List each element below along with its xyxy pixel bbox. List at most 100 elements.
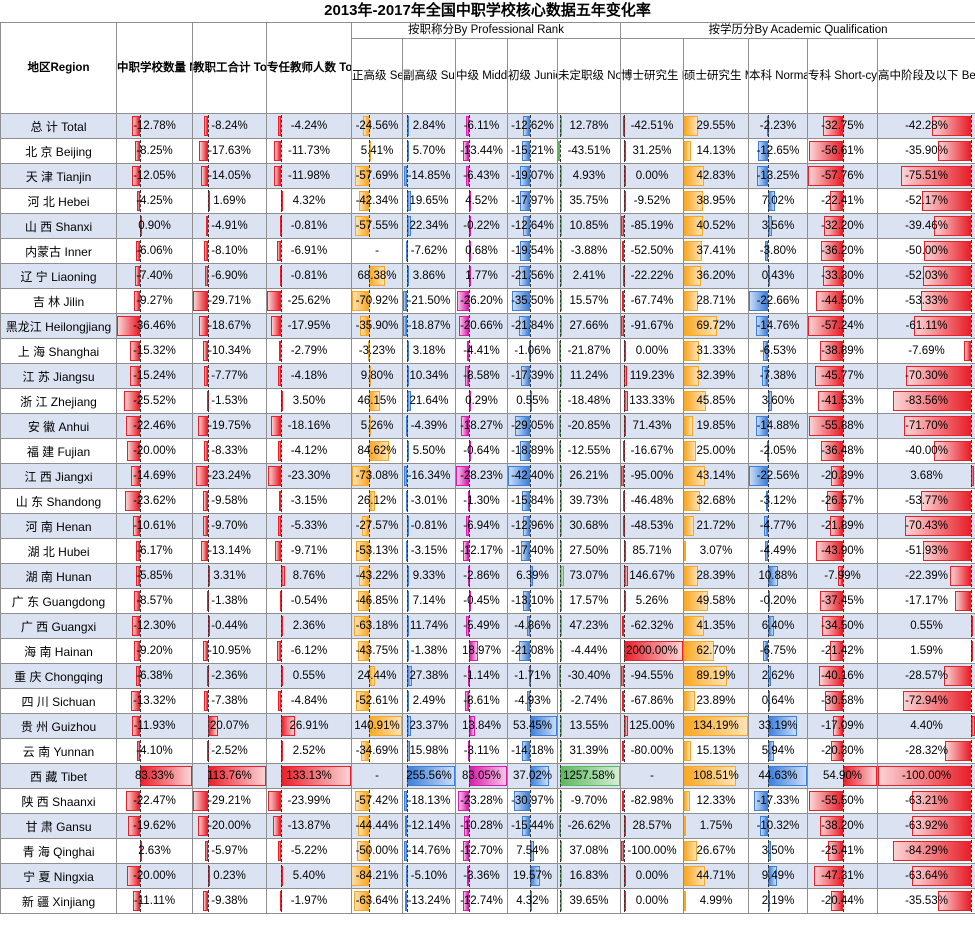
staff-cell: -10.34% bbox=[192, 338, 267, 364]
subsenior-value: -14.76% bbox=[407, 845, 451, 857]
data-bar bbox=[355, 166, 369, 186]
staff-value: -4.91% bbox=[211, 220, 248, 232]
doctor-value: 31.25% bbox=[632, 145, 672, 157]
below-cell: -63.21% bbox=[876, 788, 975, 814]
doctor-value: -62.32% bbox=[630, 620, 674, 632]
data-bar bbox=[814, 866, 844, 886]
below-value: -63.64% bbox=[905, 870, 948, 882]
teachers-value: -11.73% bbox=[288, 145, 330, 157]
zero-axis bbox=[529, 465, 531, 487]
middle-value: -5.49% bbox=[463, 620, 500, 632]
subsenior-value: -18.87% bbox=[407, 320, 451, 332]
junior-value: -12.62% bbox=[511, 120, 554, 132]
data-bar bbox=[684, 816, 686, 836]
data-bar bbox=[358, 566, 369, 586]
zero-axis bbox=[208, 515, 210, 537]
zero-axis bbox=[139, 465, 141, 487]
normal-cell: -4.77% bbox=[748, 513, 808, 539]
senior-value: 84.62% bbox=[357, 445, 397, 457]
master-value: 19.85% bbox=[696, 420, 736, 432]
subsenior-value: -3.01% bbox=[410, 495, 448, 507]
region-cell: 湖 南 Hunan bbox=[0, 563, 117, 589]
zero-axis bbox=[529, 240, 531, 262]
zero-axis bbox=[208, 215, 210, 237]
doctor-value: -91.67% bbox=[630, 320, 674, 332]
zero-axis bbox=[529, 140, 531, 162]
zero-axis bbox=[368, 640, 370, 662]
zero-axis bbox=[623, 740, 625, 762]
teachers-cell: -4.24% bbox=[266, 113, 352, 139]
data-bar bbox=[684, 216, 704, 236]
data-bar bbox=[203, 516, 209, 536]
senior-value: -63.64% bbox=[355, 895, 399, 907]
zero-axis bbox=[368, 740, 370, 762]
senior-value: - bbox=[375, 770, 379, 782]
data-bar bbox=[267, 291, 281, 311]
zero-axis bbox=[468, 565, 470, 587]
zero-axis bbox=[139, 865, 141, 887]
table-row: 海 南 Hainan -9.20% -10.95% -6.12% -43.75% -1.3… bbox=[0, 638, 975, 664]
data-bar bbox=[193, 791, 209, 811]
short-value: -40.16% bbox=[821, 670, 864, 682]
below-cell: -35.90% bbox=[876, 138, 975, 164]
norank-cell: 35.75% bbox=[557, 188, 621, 214]
data-bar bbox=[135, 541, 140, 561]
zero-axis bbox=[468, 365, 470, 387]
middle-cell: 83.05% bbox=[455, 763, 508, 789]
data-bar bbox=[824, 691, 844, 711]
region-cell: 甘 肃 Gansu bbox=[0, 813, 117, 839]
senior-cell: -46.85% bbox=[351, 588, 403, 614]
zero-axis bbox=[407, 490, 409, 512]
zero-axis bbox=[843, 665, 845, 687]
senior-value: -43.22% bbox=[355, 570, 399, 582]
data-bar bbox=[456, 291, 469, 311]
doctor-value: -82.98% bbox=[630, 795, 674, 807]
zero-axis bbox=[139, 240, 141, 262]
middle-cell: -10.28% bbox=[455, 813, 508, 839]
below-value: 4.40% bbox=[910, 720, 943, 732]
data-bar bbox=[353, 616, 369, 636]
doctor-value: - bbox=[650, 770, 654, 782]
data-bar bbox=[684, 791, 690, 811]
doctor-value: 5.26% bbox=[635, 595, 669, 607]
teachers-cell: -4.18% bbox=[266, 363, 352, 389]
below-cell: -52.17% bbox=[876, 188, 975, 214]
doctor-cell: -80.00% bbox=[620, 738, 684, 764]
table-row: 上 海 Shanghai -15.32% -10.34% -2.79% -3.23% 3.… bbox=[0, 338, 975, 364]
normal-cell: -2.23% bbox=[748, 113, 808, 139]
zero-axis bbox=[560, 540, 562, 562]
table-row: 福 建 Fujian -20.00% -8.33% -4.12% 84.62% 5.50%… bbox=[0, 438, 975, 464]
data-bar bbox=[521, 816, 530, 836]
below-value: -75.51% bbox=[905, 170, 948, 182]
short-value: -20.44% bbox=[821, 895, 864, 907]
teachers-cell: -6.91% bbox=[266, 238, 352, 264]
zero-axis bbox=[208, 815, 210, 837]
data-bar bbox=[464, 691, 469, 711]
schools-value: -13.32% bbox=[133, 695, 176, 707]
zero-axis bbox=[208, 890, 210, 912]
zero-axis bbox=[368, 265, 370, 287]
staff-cell: -2.52% bbox=[192, 738, 267, 764]
normal-value: -6.75% bbox=[759, 645, 797, 657]
table-row: 青 海 Qinghai 2.63% -5.97% -5.22% -50.00% -14.7… bbox=[0, 838, 975, 864]
middle-value: 83.05% bbox=[461, 770, 501, 782]
doctor-value: -22.22% bbox=[630, 270, 674, 282]
below-cell: -7.69% bbox=[876, 338, 975, 364]
teachers-cell: -11.98% bbox=[266, 163, 352, 189]
zero-axis bbox=[468, 215, 470, 237]
staff-cell: -4.91% bbox=[192, 213, 267, 239]
zero-axis bbox=[280, 290, 282, 312]
master-value: 37.41% bbox=[696, 245, 736, 257]
zero-axis bbox=[623, 515, 625, 537]
data-bar bbox=[832, 716, 844, 736]
data-bar bbox=[131, 691, 140, 711]
teachers-value: -4.18% bbox=[290, 370, 328, 382]
zero-axis bbox=[208, 140, 210, 162]
region-cell: 新 疆 Xinjiang bbox=[0, 888, 117, 914]
doctor-cell: 85.71% bbox=[620, 538, 684, 564]
zero-axis bbox=[560, 490, 562, 512]
data-bar bbox=[684, 716, 748, 736]
doctor-cell: -94.55% bbox=[620, 663, 684, 689]
junior-cell: -17.40% bbox=[507, 538, 558, 564]
middle-value: 18.97% bbox=[461, 645, 501, 657]
